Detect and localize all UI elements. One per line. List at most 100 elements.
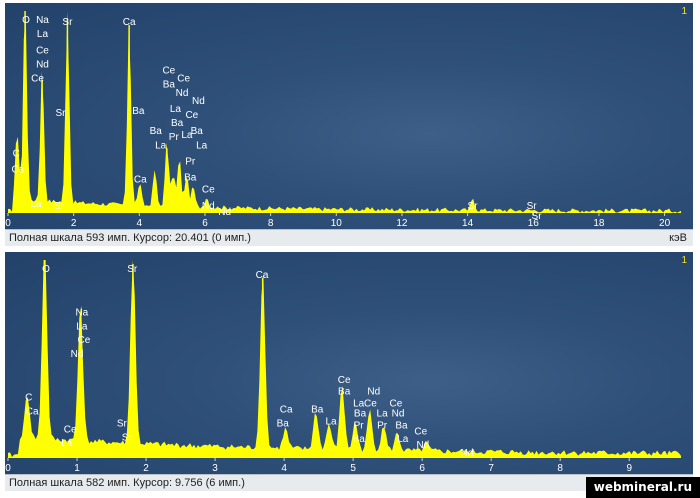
spectrum-svg-bottom: 0 1 2 3 4 5 6 7 8 9O SrCaNaLaCeNdCCaCeLaSrSrCaBaBa…	[5, 260, 681, 474]
spectrum-panel-bottom: 0 1 2 3 4 5 6 7 8 9 O Sr Ca Na La Ce Nd C Ca Ce La Sr Sr Ca Ba Ba…	[5, 252, 693, 492]
spectrum-area	[8, 11, 681, 213]
spectrum-plot-bottom[interactable]: 0 1 2 3 4 5 6 7 8 9 O Sr Ca Na La Ce Nd C Ca Ce La Sr Sr Ca Ba Ba…	[5, 252, 693, 474]
element-label: Sr	[54, 201, 65, 212]
element-label: Ce	[78, 335, 91, 346]
element-label: La	[325, 416, 337, 427]
element-label: Sr	[62, 17, 73, 28]
element-label: Sr	[468, 201, 479, 212]
element-label: Ce	[338, 375, 351, 386]
element-label: Ce	[202, 185, 215, 196]
element-label: Ca	[256, 270, 269, 281]
element-label: Nd	[36, 59, 49, 70]
element-label: Nd	[367, 387, 380, 398]
element-label: Ba	[338, 387, 351, 398]
element-label: Ce	[64, 424, 77, 435]
x-tick-label: 14	[462, 218, 474, 229]
x-tick-label: 10	[331, 218, 343, 229]
element-label: Sr	[127, 264, 138, 275]
watermark: webmineral.ru	[585, 477, 700, 498]
element-label: Ba	[184, 173, 197, 184]
element-label: Sr	[56, 108, 67, 119]
x-tick-label: 3	[212, 463, 218, 474]
element-label: La	[353, 399, 365, 410]
element-label: Ce	[31, 74, 44, 85]
element-label: Ba	[191, 126, 204, 137]
spectrum-plot-top[interactable]: 0 2 4 6 8 10 12 14 16 18 20 O Na La Ce Nd Ce Sr Sr Ca Ba C Ca L…	[5, 3, 693, 229]
channel-indicator-bottom: 1	[681, 255, 687, 266]
element-label: Ba	[353, 434, 366, 445]
element-label: Ba	[171, 118, 184, 129]
element-label: Ba	[132, 106, 145, 117]
element-label: Ce	[162, 66, 175, 77]
element-label: Sr	[122, 432, 133, 443]
element-label: La	[181, 130, 193, 141]
element-label: Nd	[392, 409, 405, 420]
element-label: Ca	[123, 17, 136, 28]
x-tick-label: 8	[557, 463, 563, 474]
element-label: La	[377, 409, 389, 420]
element-label: Nd	[71, 349, 84, 360]
unit-label-top: кэВ	[669, 232, 687, 244]
element-label: La	[397, 434, 409, 445]
element-label: C	[13, 148, 20, 159]
x-tick-label: 0	[5, 463, 11, 474]
x-tick-label: 18	[593, 218, 605, 229]
x-tick-label: 6	[419, 463, 425, 474]
element-label: Pr	[169, 132, 180, 143]
element-label: Na	[75, 308, 88, 319]
status-text-top: Полная шкала 593 имп. Курсор: 20.401 (0 …	[9, 232, 251, 244]
element-label: Ce	[177, 74, 190, 85]
element-label: O	[22, 15, 30, 26]
element-label: Ba	[311, 405, 324, 416]
element-label: Ba	[277, 418, 290, 429]
x-tick-label: 12	[396, 218, 408, 229]
element-label: Nd	[416, 440, 429, 451]
element-label: Ba	[150, 126, 163, 137]
element-label: Ce	[185, 110, 198, 121]
element-label: La	[61, 438, 73, 449]
x-tick-label: 2	[71, 218, 77, 229]
element-label: Ca	[280, 405, 293, 416]
status-bar-top: Полная шкала 593 имп. Курсор: 20.401 (0 …	[5, 229, 693, 246]
element-label: Ce	[36, 45, 49, 56]
status-bar-bottom: Полная шкала 582 имп. Курсор: 9.756 (6 и…	[5, 474, 693, 491]
element-label: Nd	[461, 448, 474, 459]
element-label: Ce	[414, 426, 427, 437]
element-label: La	[76, 321, 88, 332]
element-label: Pr	[377, 420, 388, 431]
element-label: La	[170, 104, 182, 115]
element-label: Ba	[395, 420, 408, 431]
channel-indicator-top: 1	[681, 6, 687, 17]
element-label: Ca	[134, 175, 147, 186]
element-label: La	[37, 29, 49, 40]
status-text-bottom: Полная шкала 582 имп. Курсор: 9.756 (6 и…	[9, 477, 245, 489]
element-label: Nd	[218, 207, 231, 218]
spectrum-svg-top: 0 2 4 6 8 10 12 14 16 18 20O NaLaCeNdCeSrSrCaBaCCaL…	[5, 11, 681, 229]
element-label: Ca	[11, 165, 24, 176]
element-label: Ba	[163, 80, 176, 91]
element-label: La	[30, 199, 42, 210]
x-tick-label: 16	[528, 218, 540, 229]
element-label: O	[42, 264, 50, 275]
element-label: Pr	[185, 156, 196, 167]
element-label: Nd	[176, 88, 189, 99]
x-tick-label: 2	[143, 463, 149, 474]
x-tick-label: 8	[268, 218, 274, 229]
element-label: Pr	[354, 420, 365, 431]
element-label: Nd	[202, 201, 215, 212]
x-tick-label: 6	[202, 218, 208, 229]
spectrum-area	[8, 260, 681, 458]
element-label: Sr	[532, 211, 543, 222]
x-tick-label: 4	[281, 463, 287, 474]
x-tick-label: 20	[659, 218, 671, 229]
x-tick-label: 5	[350, 463, 356, 474]
element-label: Ce	[390, 399, 403, 410]
element-label: Nd	[192, 96, 205, 107]
element-label: Sr	[117, 418, 128, 429]
x-tick-label: 7	[488, 463, 494, 474]
element-label: Na	[36, 15, 49, 26]
x-tick-label: 4	[137, 218, 143, 229]
element-label: Ce	[364, 399, 377, 410]
element-label: La	[155, 140, 167, 151]
element-label: C	[25, 393, 32, 404]
